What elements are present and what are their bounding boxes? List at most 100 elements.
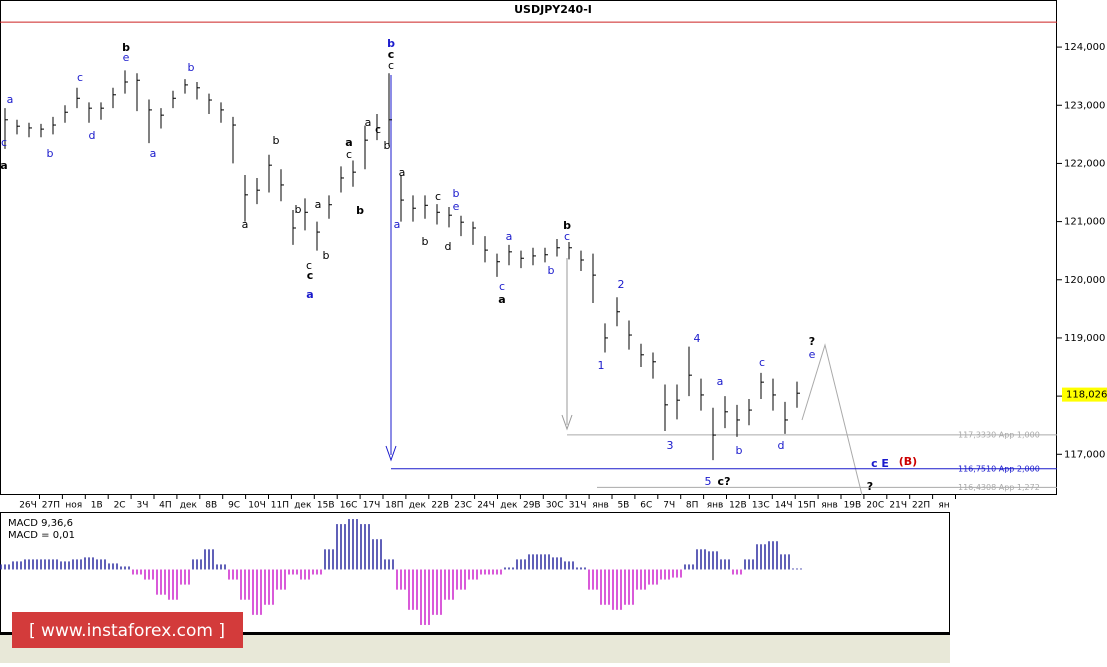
chart-title: USDJPY240-I: [514, 3, 592, 16]
x-tick-label: дек: [409, 501, 427, 511]
x-tick-label: 4П: [159, 501, 172, 511]
x-tick-label: 10Ч: [248, 501, 266, 511]
wave-label: b: [387, 37, 395, 50]
wave-label: a: [506, 230, 513, 243]
wave-label: c: [307, 269, 314, 282]
x-tick-label: 19В: [844, 501, 862, 511]
wave-label: a: [498, 293, 505, 306]
x-tick-label: янв: [821, 501, 838, 511]
x-tick-label: 9С: [228, 501, 240, 511]
x-tick-label: ян: [938, 501, 949, 511]
wave-label: d: [778, 439, 785, 452]
wave-label: b: [453, 187, 460, 200]
macd-panel: [0, 512, 950, 633]
x-tick-label: 27П: [42, 501, 60, 511]
wave-label: b: [273, 134, 280, 147]
x-tick-label: 16С: [340, 501, 358, 511]
wave-label: b: [323, 249, 330, 262]
x-tick-label: 8П: [686, 501, 699, 511]
wave-label: c: [388, 48, 395, 61]
wave-label: c: [306, 259, 312, 272]
wave-label: c: [375, 123, 381, 136]
wave-label: d: [89, 129, 96, 142]
wave-label: c?: [718, 475, 731, 488]
x-tick-label: янв: [707, 501, 724, 511]
x-tick-label: дек: [500, 501, 518, 511]
wave-label: ?: [867, 480, 873, 493]
last-price-label: 118,026: [1066, 390, 1107, 401]
wave-label: 1: [598, 359, 605, 372]
wave-label: b: [563, 219, 571, 232]
x-tick-label: 20С: [866, 501, 884, 511]
x-tick-label: 13С: [752, 501, 770, 511]
wave-label: c E: [871, 457, 889, 470]
wave-label: c: [435, 190, 441, 203]
wave-label: ?: [809, 335, 815, 348]
y-tick-label: 117,000: [1064, 449, 1105, 460]
y-tick-label: 121,000: [1064, 217, 1105, 228]
projection-path: [801, 343, 863, 496]
wave-label: b: [422, 235, 429, 248]
wave-label: 4: [694, 332, 701, 345]
wave-label: (B): [899, 455, 917, 468]
wave-label: a: [717, 375, 724, 388]
x-tick-label: 7Ч: [663, 501, 675, 511]
x-tick-label: дек: [180, 501, 198, 511]
wave-label: e: [123, 51, 130, 64]
y-tick-label: 119,000: [1064, 333, 1105, 344]
arrow-head: [385, 445, 397, 462]
x-tick-label: 14Ч: [775, 501, 793, 511]
macd-value-label: MACD = 0,01: [8, 530, 75, 541]
wave-label: c: [388, 59, 394, 72]
x-tick-label: дек: [294, 501, 312, 511]
wave-label: c: [1, 136, 7, 149]
x-tick-label: 24Ч: [477, 501, 495, 511]
y-tick-label: 122,000: [1064, 158, 1105, 169]
x-tick-label: 31Ч: [569, 501, 587, 511]
x-tick-label: 17Ч: [363, 501, 381, 511]
watermark: [ www.instaforex.com ]: [29, 621, 225, 641]
x-tick-label: 30С: [546, 501, 564, 511]
wave-label: a: [365, 116, 372, 129]
wave-label: b: [384, 139, 391, 152]
y-tick-label: 120,000: [1064, 275, 1105, 286]
level-label: 117,3330 App 1,000: [958, 430, 1040, 439]
wave-label: b: [188, 61, 195, 74]
x-tick-label: 29В: [523, 501, 541, 511]
wave-label: a: [0, 159, 7, 172]
wave-label: a: [394, 218, 401, 231]
x-tick-label: 23С: [454, 501, 472, 511]
x-tick-label: 11П: [271, 501, 289, 511]
level-label: 116,7510 App 2,000: [958, 464, 1040, 473]
x-tick-label: 15В: [317, 501, 335, 511]
x-tick-label: 22П: [912, 501, 930, 511]
x-tick-label: 15П: [797, 501, 815, 511]
wave-label: b: [295, 203, 302, 216]
arrow-head: [561, 414, 573, 431]
wave-label: b: [736, 444, 743, 457]
x-tick-label: 26Ч: [19, 501, 37, 511]
last-price-box: [1062, 387, 1107, 402]
y-tick-label: 123,000: [1064, 100, 1105, 111]
wave-label: c: [564, 230, 570, 243]
wave-label: c: [346, 148, 352, 161]
wave-label: a: [345, 136, 352, 149]
wave-label: 2: [618, 278, 625, 291]
watermark-box: [12, 612, 243, 648]
wave-label: a: [7, 93, 14, 106]
x-tick-label: 3Ч: [137, 501, 149, 511]
x-tick-label: 21Ч: [889, 501, 907, 511]
price-panel: [0, 0, 1057, 495]
wave-label: b: [356, 204, 364, 217]
wave-label: b: [47, 147, 54, 160]
wave-label: e: [809, 348, 816, 361]
wave-label: b: [548, 264, 555, 277]
wave-label: b: [122, 41, 130, 54]
wave-label: a: [242, 218, 249, 231]
wave-label: d: [445, 240, 452, 253]
wave-label: a: [399, 166, 406, 179]
x-tick-label: 12В: [729, 501, 747, 511]
x-tick-label: 2С: [114, 501, 126, 511]
